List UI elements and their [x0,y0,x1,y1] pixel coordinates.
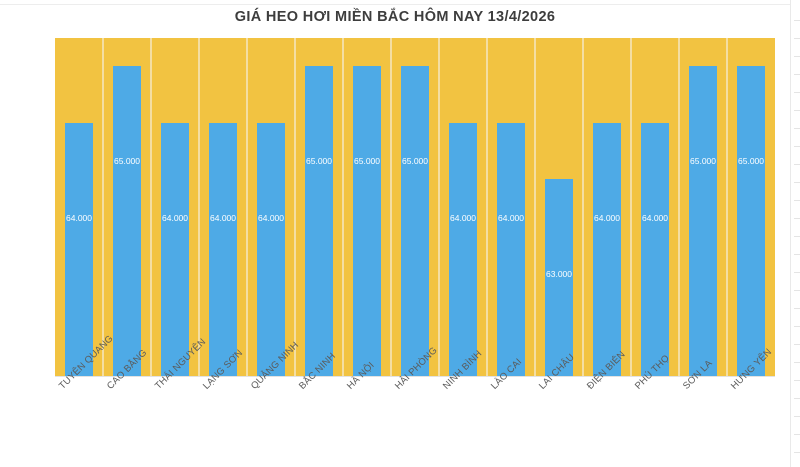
bar-value-label: 64.000 [498,212,524,223]
ruler-tick [794,380,800,381]
ruler-tick [794,56,800,57]
bar-value-label: 64.000 [642,212,668,223]
category-gridline [294,38,296,376]
ruler-tick [794,182,800,183]
bar-value-label: 63.000 [546,268,572,279]
ruler-tick [794,362,800,363]
category-gridline [198,38,200,376]
category-gridline [726,38,728,376]
ruler-tick [794,290,800,291]
bar-value-label: 64.000 [258,212,284,223]
bar-value-label: 65.000 [738,156,764,167]
bar-value-label: 65.000 [690,156,716,167]
category-gridline [678,38,680,376]
x-axis-baseline [55,376,775,377]
category-gridline [486,38,488,376]
ruler-tick [794,254,800,255]
category-gridline [102,38,104,376]
ruler-tick [794,434,800,435]
ruler-tick [794,128,800,129]
bar-value-label: 64.000 [66,212,92,223]
ruler-tick [794,74,800,75]
ruler-tick [794,326,800,327]
category-gridline [342,38,344,376]
ruler-tick [794,20,800,21]
ruler-tick [794,200,800,201]
chart-title: GIÁ HEO HƠI MIỀN BẮC HÔM NAY 13/4/2026 [234,9,556,25]
category-gridline [534,38,536,376]
plot-area: 64.000 65.000 64.000 64.000 64.000 65.000 65.0… [55,38,775,376]
ruler-tick [794,110,800,111]
ruler-tick [794,236,800,237]
ruler-tick [794,416,800,417]
bar[interactable]: 65.000 [353,66,381,376]
bar[interactable]: 65.000 [689,66,717,376]
ruler-tick [794,164,800,165]
category-gridline [582,38,584,376]
ruler-tick [794,146,800,147]
category-gridline [630,38,632,376]
bar[interactable]: 65.000 [401,66,429,376]
bar[interactable]: 64.000 [65,122,93,376]
bar[interactable]: 64.000 [593,122,621,376]
bar[interactable]: 65.000 [113,66,141,376]
ruler-tick [794,344,800,345]
bar-value-label: 65.000 [306,156,332,167]
bar[interactable]: 64.000 [641,122,669,376]
ruler-tick [794,272,800,273]
bar[interactable]: 64.000 [161,122,189,376]
bar-value-label: 64.000 [210,212,236,223]
bar[interactable]: 64.000 [497,122,525,376]
ruler-tick [794,452,800,453]
bar-value-label: 64.000 [162,212,188,223]
ruler-tick [794,308,800,309]
bar[interactable]: 64.000 [257,122,285,376]
bar[interactable]: 65.000 [737,66,765,376]
category-gridline [150,38,152,376]
frame-right-border [790,0,791,467]
bar-value-label: 65.000 [354,156,380,167]
ruler-tick [794,38,800,39]
bar[interactable]: 64.000 [209,122,237,376]
bar-value-label: 64.000 [594,212,620,223]
bar[interactable]: 63.000 [545,178,573,376]
bar[interactable]: 64.000 [449,122,477,376]
category-gridline [390,38,392,376]
category-gridline [246,38,248,376]
bar-value-label: 65.000 [402,156,428,167]
bar[interactable]: 65.000 [305,66,333,376]
ruler-tick [794,398,800,399]
ruler-tick [794,218,800,219]
frame-top-border [0,4,791,5]
category-gridline [438,38,440,376]
bar-value-label: 65.000 [114,156,140,167]
ruler-tick [794,92,800,93]
bar-value-label: 64.000 [450,212,476,223]
